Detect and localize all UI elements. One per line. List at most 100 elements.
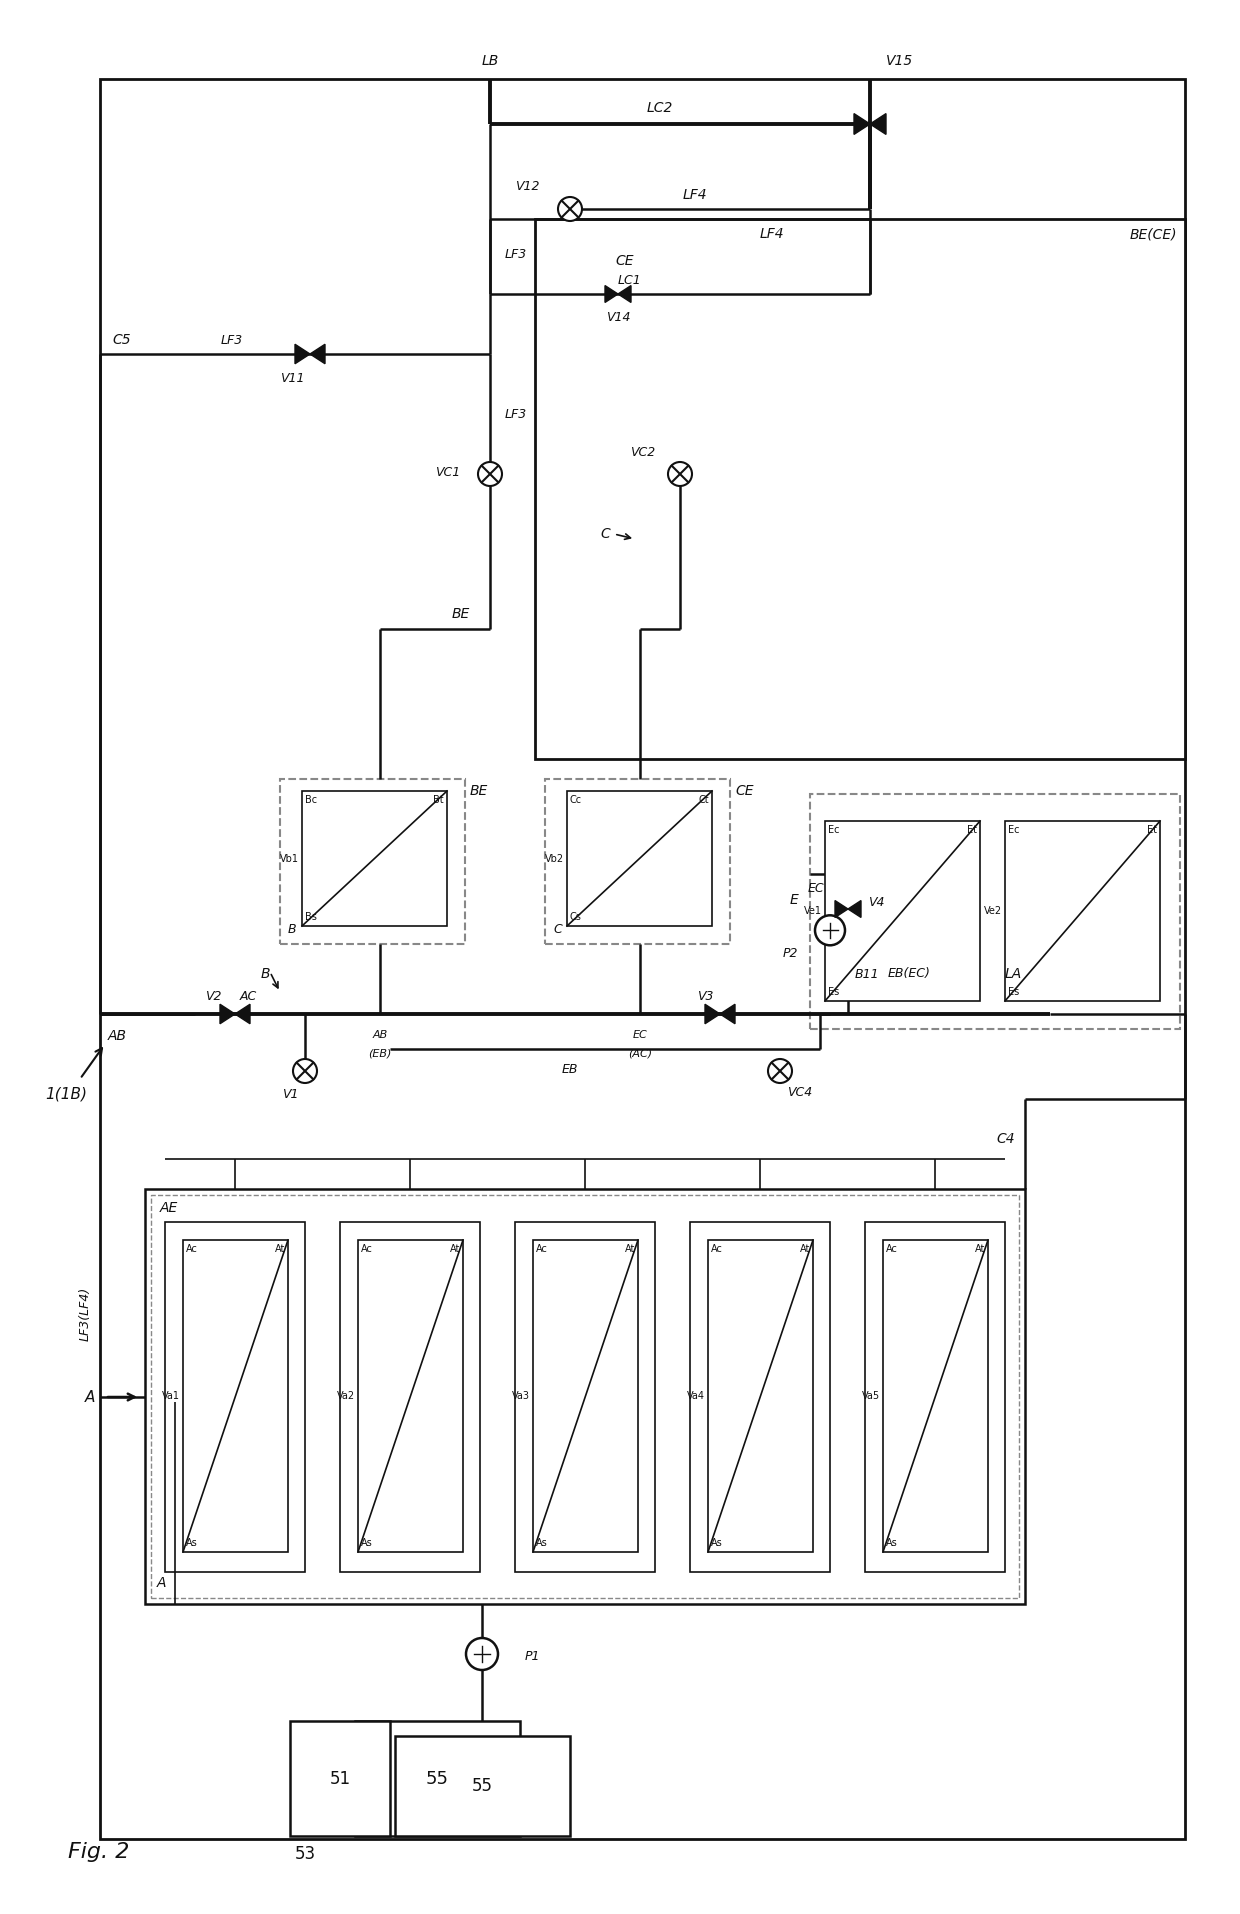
Text: 53: 53 xyxy=(294,1845,315,1862)
Text: V14: V14 xyxy=(606,310,630,323)
Text: CE: CE xyxy=(735,785,754,798)
Bar xyxy=(145,1189,1025,1604)
Text: C4: C4 xyxy=(997,1131,1016,1146)
Polygon shape xyxy=(236,1005,250,1024)
Text: Ac: Ac xyxy=(361,1244,373,1254)
Text: LF3: LF3 xyxy=(221,333,243,346)
Polygon shape xyxy=(618,285,631,302)
Polygon shape xyxy=(854,113,870,134)
Text: At: At xyxy=(975,1244,985,1254)
Text: B11: B11 xyxy=(856,967,879,980)
Text: 51: 51 xyxy=(330,1770,351,1788)
Polygon shape xyxy=(870,113,887,134)
Text: Ct: Ct xyxy=(698,794,709,806)
Bar xyxy=(708,1240,813,1552)
Bar xyxy=(825,821,980,1001)
Circle shape xyxy=(815,915,844,946)
Text: V15: V15 xyxy=(887,54,914,69)
Text: Va4: Va4 xyxy=(687,1391,706,1401)
Text: Es: Es xyxy=(1008,988,1019,997)
Text: EB(EC): EB(EC) xyxy=(888,967,931,980)
Text: 55: 55 xyxy=(471,1776,492,1795)
Text: Es: Es xyxy=(828,988,839,997)
Text: As: As xyxy=(186,1539,197,1548)
Text: Vb1: Vb1 xyxy=(280,854,299,863)
Text: C: C xyxy=(600,526,610,542)
Text: P1: P1 xyxy=(525,1650,541,1663)
Text: Bc: Bc xyxy=(305,794,317,806)
Text: Fig. 2: Fig. 2 xyxy=(68,1841,129,1862)
Bar xyxy=(546,779,730,944)
Text: LF3: LF3 xyxy=(505,408,527,421)
Bar xyxy=(689,1221,830,1571)
Circle shape xyxy=(293,1058,317,1083)
Text: At: At xyxy=(800,1244,810,1254)
Bar xyxy=(290,1721,391,1836)
Bar xyxy=(866,1221,1004,1571)
Text: Ac: Ac xyxy=(186,1244,198,1254)
Text: EC: EC xyxy=(808,882,825,896)
Text: VC1: VC1 xyxy=(435,465,460,478)
Circle shape xyxy=(558,197,582,220)
Text: LF3(LF4): LF3(LF4) xyxy=(79,1286,92,1342)
Text: BE(CE): BE(CE) xyxy=(1130,228,1177,241)
Circle shape xyxy=(477,461,502,486)
Bar xyxy=(883,1240,988,1552)
Text: CE: CE xyxy=(615,255,634,268)
Polygon shape xyxy=(835,901,848,917)
Text: LF4: LF4 xyxy=(760,228,785,241)
Polygon shape xyxy=(605,285,618,302)
Text: V1: V1 xyxy=(281,1087,299,1101)
Bar xyxy=(165,1221,305,1571)
Text: Ac: Ac xyxy=(887,1244,898,1254)
Bar xyxy=(184,1240,288,1552)
Text: Va1: Va1 xyxy=(162,1391,180,1401)
Circle shape xyxy=(466,1638,498,1671)
Text: LB: LB xyxy=(481,54,498,69)
Circle shape xyxy=(768,1058,792,1083)
Text: Ac: Ac xyxy=(711,1244,723,1254)
Text: Va3: Va3 xyxy=(512,1391,529,1401)
Text: 1(1B): 1(1B) xyxy=(45,1087,87,1101)
Text: Ec: Ec xyxy=(828,825,839,835)
Text: P2: P2 xyxy=(782,947,799,961)
Text: V2: V2 xyxy=(205,990,221,1003)
Text: B: B xyxy=(288,923,296,936)
Text: E: E xyxy=(789,892,799,907)
Text: AB: AB xyxy=(372,1030,388,1039)
Text: A: A xyxy=(157,1575,166,1591)
Text: As: As xyxy=(711,1539,723,1548)
Polygon shape xyxy=(295,345,310,364)
Text: VC2: VC2 xyxy=(630,446,655,459)
Text: Ve1: Ve1 xyxy=(804,905,822,917)
Text: Ec: Ec xyxy=(1008,825,1019,835)
Text: (EB): (EB) xyxy=(368,1049,392,1058)
Polygon shape xyxy=(848,901,861,917)
Text: Et: Et xyxy=(967,825,977,835)
Text: LA: LA xyxy=(1004,967,1022,982)
Text: A: A xyxy=(84,1390,95,1405)
Text: BE: BE xyxy=(470,785,489,798)
Bar xyxy=(810,794,1180,1030)
Bar xyxy=(100,78,1185,1839)
Text: LF3: LF3 xyxy=(505,247,527,260)
Text: EC: EC xyxy=(632,1030,647,1039)
Polygon shape xyxy=(706,1005,720,1024)
Text: V11: V11 xyxy=(280,371,304,385)
Text: At: At xyxy=(274,1244,285,1254)
Text: AB: AB xyxy=(108,1030,126,1043)
Text: C: C xyxy=(553,923,562,936)
Bar xyxy=(534,218,1185,760)
Bar xyxy=(151,1194,1019,1598)
Polygon shape xyxy=(219,1005,236,1024)
Bar xyxy=(355,1721,520,1836)
Text: BE: BE xyxy=(451,607,470,620)
Bar xyxy=(533,1240,639,1552)
Bar xyxy=(340,1221,480,1571)
Circle shape xyxy=(668,461,692,486)
Bar xyxy=(396,1736,570,1836)
Bar xyxy=(358,1240,463,1552)
Text: VC4: VC4 xyxy=(787,1087,812,1099)
Text: As: As xyxy=(887,1539,898,1548)
Text: 55: 55 xyxy=(427,1770,449,1788)
